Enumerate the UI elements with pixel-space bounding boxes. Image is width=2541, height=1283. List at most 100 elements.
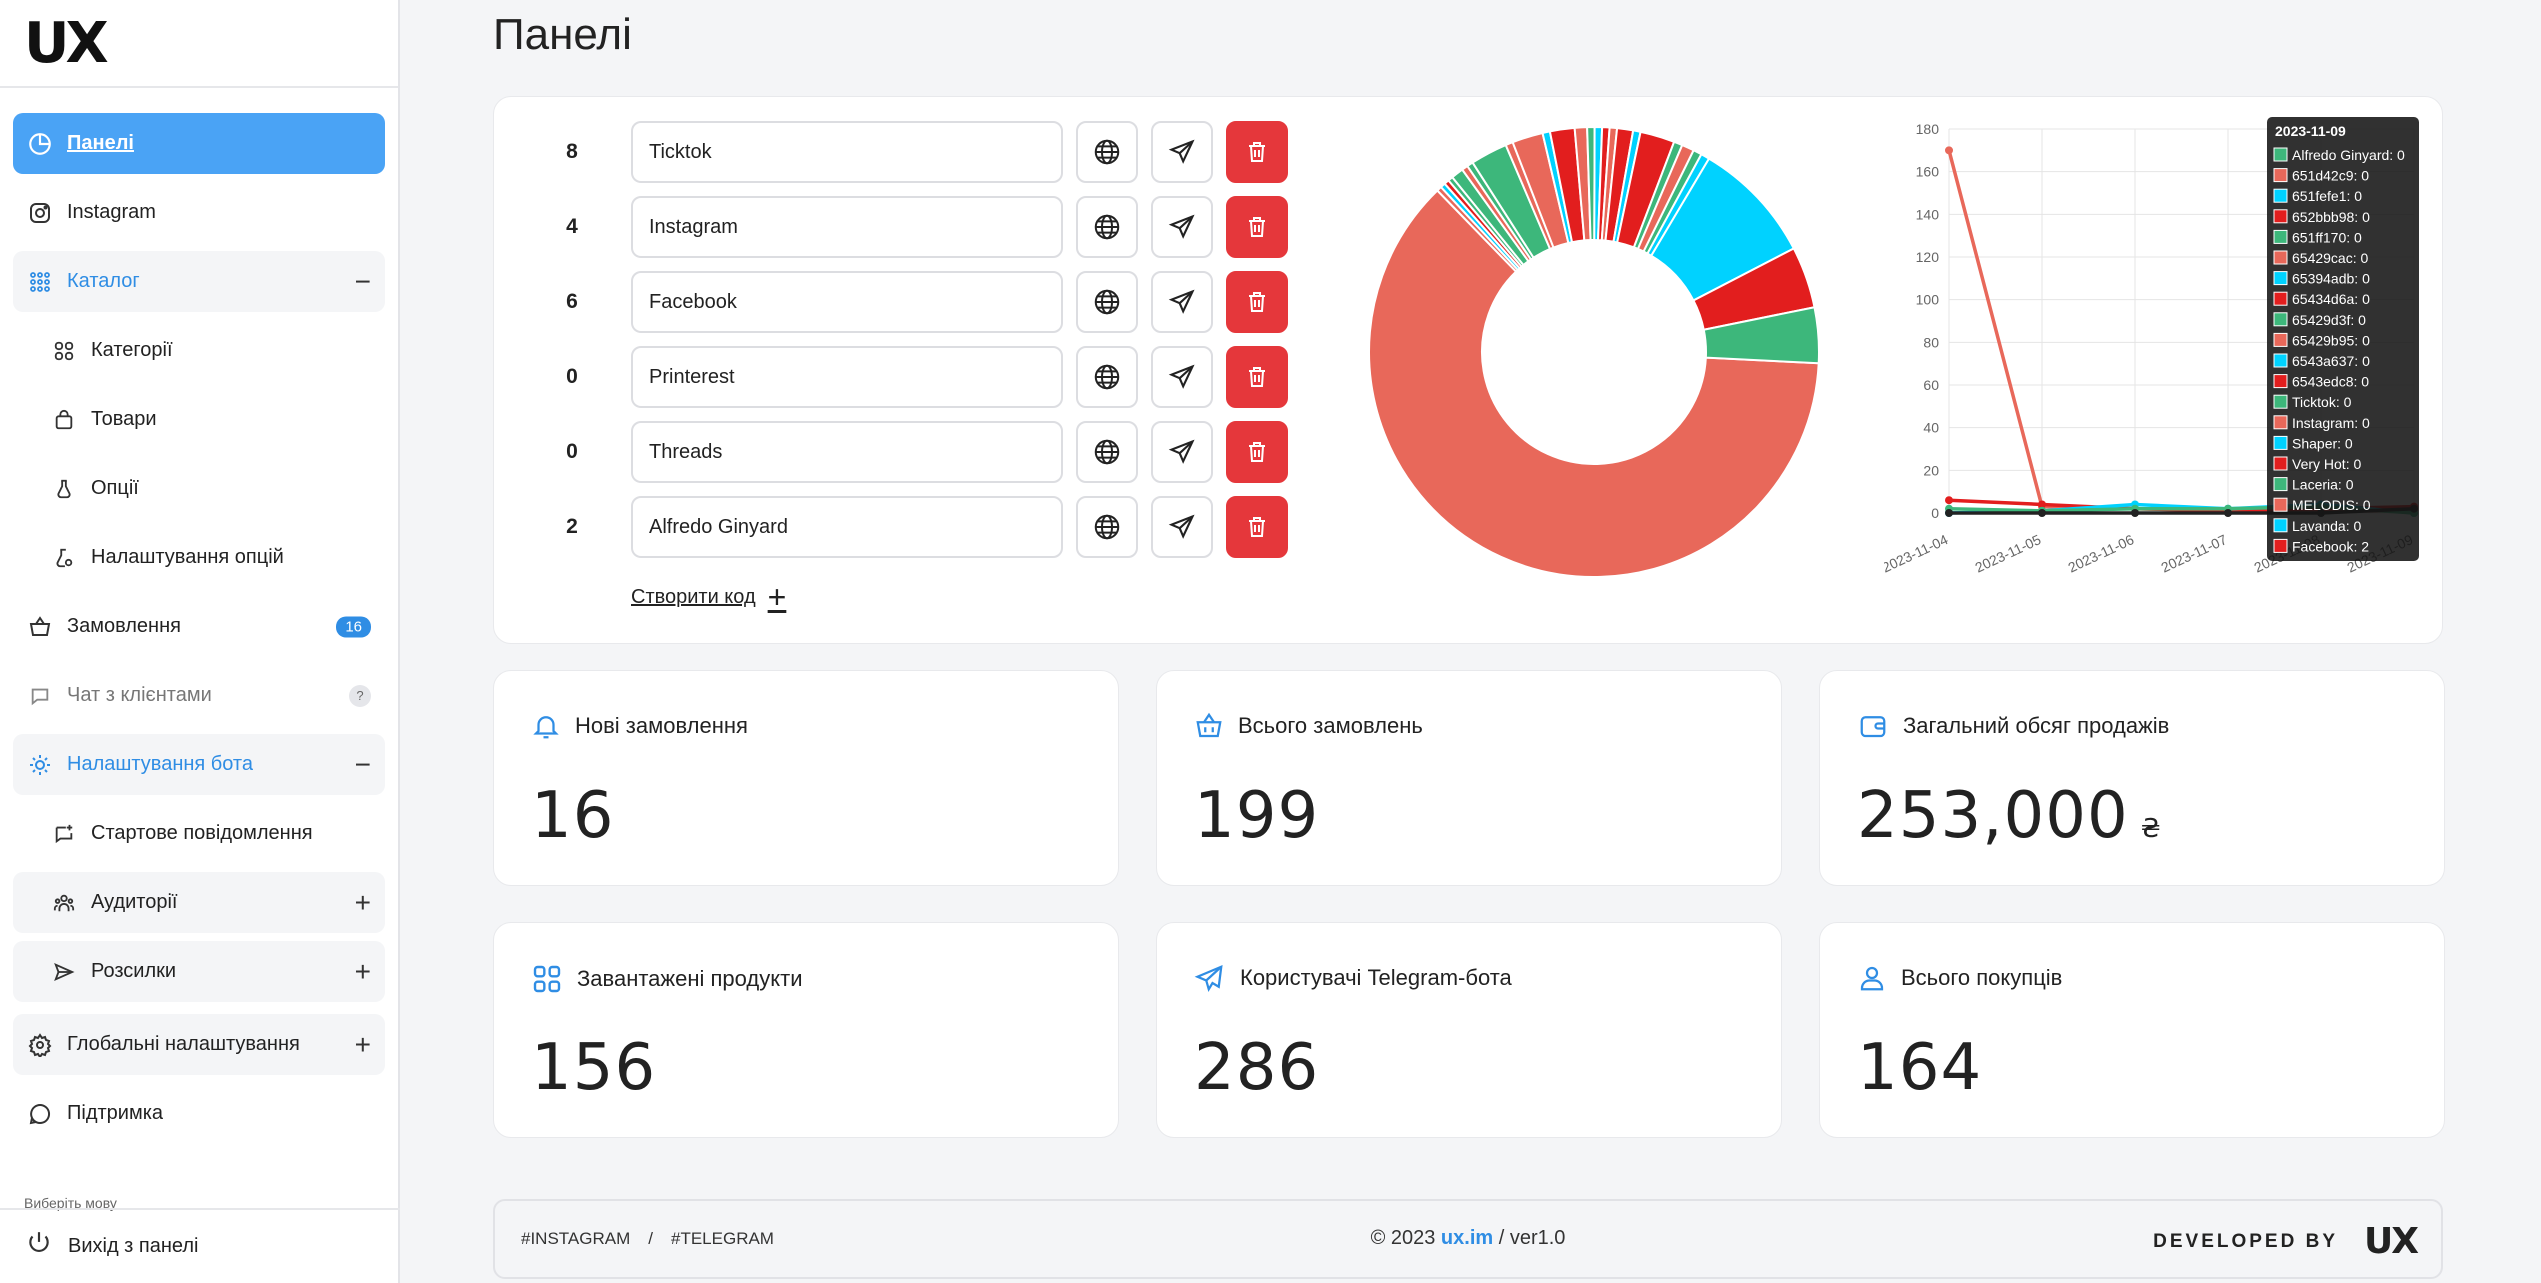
stat-value: 253,000 ₴ xyxy=(1857,779,2162,853)
delete-button[interactable] xyxy=(1226,346,1288,408)
flask-settings-icon xyxy=(50,544,78,572)
globe-button[interactable] xyxy=(1076,196,1138,258)
code-count: 0 xyxy=(566,440,578,463)
code-name-input[interactable]: Facebook xyxy=(631,271,1063,333)
data-point xyxy=(1945,146,1953,155)
sidebar-item-bot-settings[interactable]: Налаштування бота − xyxy=(13,734,385,795)
sidebar-item-mailings[interactable]: Розсилки + xyxy=(13,941,385,1002)
tooltip-swatch xyxy=(2273,188,2288,203)
expand-icon[interactable]: + xyxy=(354,886,371,918)
sidebar-item-label: Налаштування опцій xyxy=(91,546,284,568)
logout-label: Вихід з панелі xyxy=(68,1235,199,1257)
globe-button[interactable] xyxy=(1076,496,1138,558)
sidebar-item-orders[interactable]: Замовлення 16 xyxy=(13,596,385,657)
stat-header: Загальний обсяг продажів xyxy=(1857,711,2169,741)
basket-icon xyxy=(1194,711,1224,741)
sidebar-item-catalog[interactable]: Каталог − xyxy=(13,251,385,312)
sidebar-item-option-settings[interactable]: Налаштування опцій xyxy=(13,527,385,588)
collapse-icon[interactable]: − xyxy=(354,748,371,780)
donut-slice[interactable] xyxy=(1702,306,1820,365)
y-tick-label: 60 xyxy=(1923,377,1939,393)
sidebar-item-panels[interactable]: Панелі xyxy=(13,113,385,174)
sidebar-item-instagram[interactable]: Instagram xyxy=(13,182,385,243)
sidebar-item-categories[interactable]: Категорії xyxy=(13,320,385,381)
sidebar-item-global-settings[interactable]: Глобальні налаштування + xyxy=(13,1014,385,1075)
globe-button[interactable] xyxy=(1076,346,1138,408)
delete-button[interactable] xyxy=(1226,121,1288,183)
trash-icon xyxy=(1249,292,1265,312)
tooltip-swatch xyxy=(2273,168,2288,183)
tooltip-row-label: 6543a637: 0 xyxy=(2292,353,2370,369)
tooltip-swatch xyxy=(2273,538,2288,553)
send-button[interactable] xyxy=(1151,421,1213,483)
sidebar-item-products[interactable]: Товари xyxy=(13,389,385,450)
footer-logo[interactable]: UX xyxy=(2364,1221,2419,1262)
stat-total-sales: Загальний обсяг продажів 253,000 ₴ xyxy=(1819,670,2445,886)
code-row: 0 Threads xyxy=(494,421,1294,483)
code-name-input[interactable]: Alfredo Ginyard xyxy=(631,496,1063,558)
flask-icon xyxy=(50,475,78,503)
create-code-label: Створити код xyxy=(631,585,756,608)
stat-header: Всього замовлень xyxy=(1194,711,1423,741)
code-name-input[interactable]: Ticktok xyxy=(631,121,1063,183)
send-button[interactable] xyxy=(1151,346,1213,408)
tooltip-swatch xyxy=(2273,229,2288,244)
footer-tag-instagram[interactable]: #INSTAGRAM xyxy=(521,1229,631,1248)
expand-icon[interactable]: + xyxy=(354,1028,371,1060)
data-point xyxy=(1945,496,1953,505)
copyright-text: © 2023 xyxy=(1370,1227,1436,1249)
expand-icon[interactable]: + xyxy=(354,955,371,987)
y-tick-label: 20 xyxy=(1923,462,1939,478)
code-row: 4 Instagram xyxy=(494,196,1294,258)
categories-icon xyxy=(50,337,78,365)
code-name-input[interactable]: Threads xyxy=(631,421,1063,483)
delete-button[interactable] xyxy=(1226,196,1288,258)
send-button[interactable] xyxy=(1151,496,1213,558)
globe-button[interactable] xyxy=(1076,121,1138,183)
send-button[interactable] xyxy=(1151,121,1213,183)
tooltip-row-label: 65434d6a: 0 xyxy=(2292,291,2370,307)
sidebar-item-start-message[interactable]: Стартове повідомлення xyxy=(13,803,385,864)
sidebar-item-label: Товари xyxy=(91,408,157,430)
y-tick-label: 140 xyxy=(1916,206,1940,222)
sidebar-item-label: Стартове повідомлення xyxy=(91,822,313,844)
plus-icon: + xyxy=(767,579,787,615)
sidebar-item-label: Підтримка xyxy=(67,1102,164,1124)
send-button[interactable] xyxy=(1151,271,1213,333)
globe-button[interactable] xyxy=(1076,271,1138,333)
send-icon xyxy=(1168,514,1195,539)
sidebar-item-options[interactable]: Опції xyxy=(13,458,385,519)
footer-separator: / xyxy=(648,1229,653,1248)
data-point xyxy=(2131,509,2139,517)
delete-button[interactable] xyxy=(1226,496,1288,558)
code-name-input[interactable]: Printerest xyxy=(631,346,1063,408)
sidebar-item-audiences[interactable]: Аудиторії + xyxy=(13,872,385,933)
globe-button[interactable] xyxy=(1076,421,1138,483)
footer-tag-telegram[interactable]: #TELEGRAM xyxy=(671,1229,774,1248)
stat-value: 164 xyxy=(1857,1031,1983,1105)
tooltip-swatch xyxy=(2273,332,2288,347)
sidebar-item-support[interactable]: Підтримка xyxy=(13,1083,385,1144)
sidebar-item-label: Глобальні налаштування xyxy=(67,1033,300,1055)
create-code-button[interactable]: Створити код + xyxy=(631,581,786,613)
logout-button[interactable]: Вихід з панелі xyxy=(26,1230,198,1263)
footer-link[interactable]: ux.im xyxy=(1440,1227,1494,1249)
x-tick-label: 2023-11-04 xyxy=(1884,531,1950,575)
delete-button[interactable] xyxy=(1226,421,1288,483)
code-count: 4 xyxy=(566,215,578,238)
donut-chart xyxy=(1368,125,1820,578)
delete-button[interactable] xyxy=(1226,271,1288,333)
send-button[interactable] xyxy=(1151,196,1213,258)
globe-icon xyxy=(1094,139,1120,165)
stat-amount: 253,000 xyxy=(1857,779,2129,853)
trash-icon xyxy=(1249,367,1265,387)
code-row: 2 Alfredo Ginyard xyxy=(494,496,1294,558)
tooltip-swatch xyxy=(2273,394,2288,409)
sidebar-item-chat[interactable]: Чат з клієнтами ? xyxy=(13,665,385,726)
message-add-icon xyxy=(50,820,78,848)
tooltip-row-label: 65429b95: 0 xyxy=(2292,332,2370,348)
logo[interactable]: UX xyxy=(0,0,398,88)
collapse-icon[interactable]: − xyxy=(354,265,371,297)
code-name-input[interactable]: Instagram xyxy=(631,196,1063,258)
donut-slice[interactable] xyxy=(1368,189,1820,578)
